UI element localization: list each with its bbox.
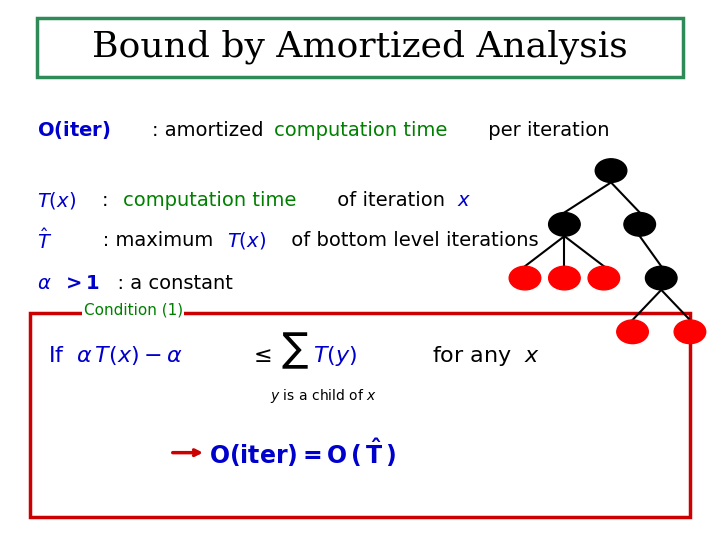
Text: $\mathit{T(x)}$: $\mathit{T(x)}$ [228, 230, 266, 251]
Text: computation time: computation time [123, 191, 297, 210]
Text: :: : [102, 191, 114, 210]
Text: $\mathbf{O(iter)}$: $\mathbf{O(iter)}$ [37, 119, 111, 141]
FancyBboxPatch shape [37, 17, 683, 77]
Text: Bound by Amortized Analysis: Bound by Amortized Analysis [92, 30, 628, 64]
Circle shape [624, 213, 655, 236]
Circle shape [595, 159, 627, 183]
Text: $\mathbf{>1}$: $\mathbf{>1}$ [63, 274, 101, 293]
Text: $\leq$: $\leq$ [249, 346, 271, 366]
Text: for any  $\mathit{x}$: for any $\mathit{x}$ [432, 344, 540, 368]
Text: $\mathit{\alpha}$: $\mathit{\alpha}$ [37, 274, 52, 293]
Text: $\mathit{T(x)}$: $\mathit{T(x)}$ [37, 190, 76, 211]
Text: $\sum$: $\sum$ [281, 330, 309, 371]
Text: $\mathit{T(y)}$: $\mathit{T(y)}$ [313, 344, 358, 368]
Text: $\hat{T}$: $\hat{T}$ [37, 228, 53, 253]
Circle shape [549, 266, 580, 290]
Circle shape [674, 320, 706, 343]
Text: : amortized: : amortized [152, 121, 270, 140]
Text: $\mathit{x}$: $\mathit{x}$ [456, 191, 471, 210]
Text: Condition (1): Condition (1) [84, 303, 183, 318]
Text: per iteration: per iteration [482, 121, 609, 140]
Text: If  $\mathit{\alpha\, T(x) - \alpha}$: If $\mathit{\alpha\, T(x) - \alpha}$ [48, 345, 183, 367]
Text: : maximum: : maximum [84, 231, 220, 250]
Text: of bottom level iterations: of bottom level iterations [284, 231, 539, 250]
Circle shape [509, 266, 541, 290]
Circle shape [549, 213, 580, 236]
Circle shape [588, 266, 620, 290]
FancyBboxPatch shape [30, 313, 690, 517]
Circle shape [617, 320, 648, 343]
Text: : a constant: : a constant [105, 274, 233, 293]
Circle shape [645, 266, 677, 290]
Text: computation time: computation time [274, 121, 447, 140]
Text: $y$ is a child of $x$: $y$ is a child of $x$ [270, 387, 377, 405]
Text: $\mathbf{O(iter) = O\,(\,\hat{T}\,)}$: $\mathbf{O(iter) = O\,(\,\hat{T}\,)}$ [210, 436, 397, 469]
Text: of iteration: of iteration [331, 191, 451, 210]
